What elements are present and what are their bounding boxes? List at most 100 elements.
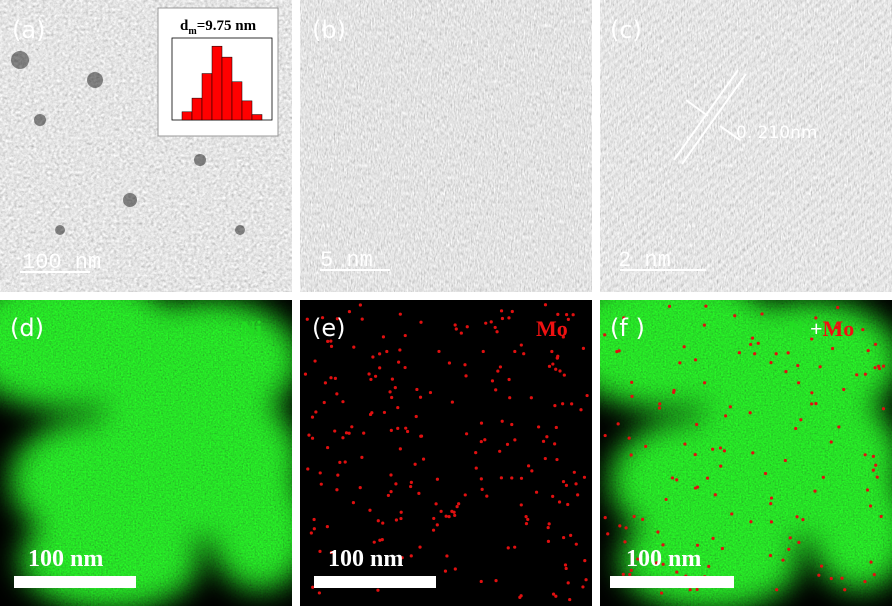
mo-dot [843,588,847,592]
mo-dot [404,426,408,430]
mo-dot [335,317,339,321]
mo-dot [551,494,555,498]
mo-dot [810,391,814,395]
panel-f: (f ) Ni+Mo 100 nm [600,300,892,606]
mo-dot [797,540,801,545]
mo-dot [875,475,879,479]
mo-dot [432,516,436,521]
mo-dot [362,431,366,435]
mo-dot [566,581,570,585]
mo-dot [829,440,833,444]
mo-dot [834,325,838,330]
panel-label: (d) [10,314,44,342]
histogram-inset: dm=9.75 nm [157,7,279,137]
mo-dot [534,490,539,494]
mo-dot [558,369,562,373]
scale-bar-label: 5 nm [320,248,373,273]
mo-dot [541,439,546,443]
mo-dot [557,500,562,504]
mo-dot [474,451,478,455]
mo-dot [319,482,323,486]
mo-dot [821,475,825,479]
mo-dot [562,535,566,540]
mo-dot [399,516,403,521]
overlay-map [600,300,892,606]
panel-b: (b) 5 nm [300,0,592,292]
mo-dot [840,576,844,580]
mo-dot [569,533,573,537]
mo-dot [329,376,333,380]
mo-dot [644,444,648,448]
mo-dot [814,316,818,320]
mo-dot [499,476,503,480]
mo-dot [322,400,326,405]
mo-dot [360,317,364,321]
mo-dot [813,489,817,493]
mo-dot [783,458,787,463]
mo-dot [336,473,340,477]
mo-dot [370,411,374,415]
mo-dot [562,373,566,377]
mo-dot [583,559,587,563]
mo-dot [722,449,727,453]
mo-dot [480,487,484,491]
mo-dot [419,320,423,324]
mo-dot [454,327,458,331]
mo-dot [360,455,364,459]
panel-d: (d) Ni 100 nm [0,300,292,606]
mo-dot [585,393,589,398]
mo-dot [530,469,534,473]
mo-dot [450,400,454,404]
mo-dot [358,303,362,307]
mo-dot [398,312,402,316]
mo-dot [435,477,440,481]
mo-dot [445,554,449,558]
panel-label: (c) [610,16,642,44]
mo-dot [312,527,316,531]
mo-dot [389,428,393,432]
mo-dot [582,475,587,479]
mo-dot [683,442,687,446]
mo-dot [333,376,338,380]
mo-dot [877,366,882,371]
mo-dot [547,364,552,368]
mo-dot [338,460,342,464]
mo-dot [368,508,372,512]
mo-dot [617,349,621,353]
mo-dot [855,373,859,377]
mo-dot [702,381,707,385]
mo-dot [465,325,469,329]
mo-dot [769,501,773,506]
mo-dot [555,457,559,462]
mo-dot [787,547,791,551]
histogram-bar [191,97,203,121]
mo-dot [565,312,569,317]
mo-dot [378,366,382,370]
mo-dot [664,497,668,502]
mo-dot [329,344,334,348]
mo-dot [695,543,700,547]
mo-dot [713,493,717,497]
mo-dot [485,494,489,498]
mo-dot [606,532,610,536]
mo-dot [553,442,557,446]
mo-dot [695,587,699,592]
mo-dot [553,404,557,408]
mo-dot [507,377,511,382]
mo-dot [865,488,870,492]
mo-dot [428,390,433,395]
mo-dot [571,313,575,317]
mo-dot [513,438,517,442]
mo-dot [414,414,418,419]
mo-dot [403,365,407,370]
mo-dot [382,410,387,415]
mo-dot [724,414,728,418]
mo-dot [769,496,774,500]
mo-dot [763,471,768,476]
mo-dot [390,377,394,381]
mo-dot [409,484,413,489]
mo-dot [447,515,451,519]
mo-dot [801,518,805,522]
mo-dot [519,503,523,507]
mo-dot [788,536,792,540]
